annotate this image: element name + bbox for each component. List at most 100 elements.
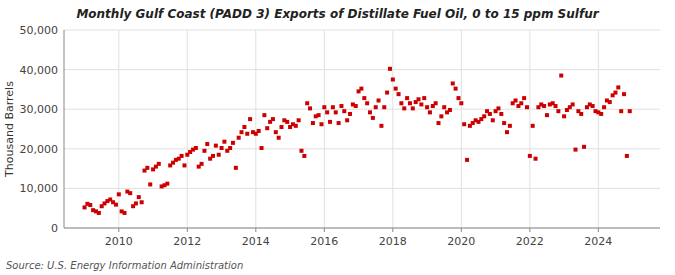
- scatter-point: [417, 97, 421, 101]
- y-tick-label: 30,000: [20, 103, 59, 116]
- scatter-point: [625, 154, 629, 158]
- scatter-point: [397, 92, 401, 96]
- scatter-point: [602, 105, 606, 109]
- scatter-point: [425, 105, 429, 109]
- scatter-point: [608, 100, 612, 104]
- y-tick-label: 10,000: [20, 182, 59, 195]
- grid: [64, 30, 660, 228]
- scatter-point: [337, 121, 341, 125]
- y-grid-line: [64, 148, 660, 149]
- scatter-point: [388, 67, 392, 71]
- chart-title: Monthly Gulf Coast (PADD 3) Exports of D…: [76, 7, 599, 21]
- scatter-point: [556, 109, 560, 113]
- background: [0, 0, 675, 275]
- scatter-point: [379, 124, 383, 128]
- scatter-point: [97, 211, 101, 215]
- scatter-point: [465, 158, 469, 162]
- scatter-point: [222, 140, 226, 144]
- scatter-point: [302, 154, 306, 158]
- scatter-point: [368, 110, 372, 114]
- scatter-point: [522, 96, 526, 100]
- scatter-point: [242, 125, 246, 129]
- scatter-point: [616, 85, 620, 89]
- scatter-point: [157, 162, 161, 166]
- scatter-point: [534, 157, 538, 161]
- scatter-point: [496, 106, 500, 110]
- x-tick: [255, 228, 256, 232]
- y-axis-label: Thousand Barrels: [3, 81, 16, 178]
- scatter-point: [419, 102, 423, 106]
- x-grid-line: [529, 30, 530, 228]
- scatter-point: [182, 163, 186, 167]
- scatter-point: [371, 116, 375, 120]
- chart-container: 010,00020,00030,00040,00050,000201020122…: [0, 0, 675, 275]
- x-tick: [529, 228, 530, 232]
- x-grid-line: [187, 30, 188, 228]
- scatter-point: [591, 104, 595, 108]
- scatter-point: [436, 121, 440, 125]
- scatter-point: [180, 154, 184, 158]
- scatter-point: [514, 98, 518, 102]
- scatter-point: [439, 114, 443, 118]
- scatter-point: [456, 96, 460, 100]
- data-points: [83, 67, 632, 215]
- x-grid-line: [324, 30, 325, 228]
- scatter-point: [505, 130, 509, 134]
- scatter-point: [231, 141, 235, 145]
- x-tick-label: 2014: [242, 235, 270, 248]
- scatter-point: [245, 132, 249, 136]
- scatter-point: [451, 81, 455, 85]
- scatter-point: [137, 195, 141, 199]
- x-grid-line: [461, 30, 462, 228]
- y-axis-line: [64, 30, 65, 228]
- scatter-point: [220, 146, 224, 150]
- scatter-point: [422, 96, 426, 100]
- scatter-point: [399, 101, 403, 105]
- scatter-point: [377, 98, 381, 102]
- scatter-point: [545, 113, 549, 117]
- scatter-point: [622, 92, 626, 96]
- scatter-point: [228, 146, 232, 150]
- scatter-point: [482, 114, 486, 118]
- scatter-point: [240, 130, 244, 134]
- scatter-point: [325, 110, 329, 114]
- scatter-point: [385, 91, 389, 95]
- scatter-point: [305, 101, 309, 105]
- scatter-point: [88, 203, 92, 207]
- x-tick: [187, 228, 188, 232]
- scatter-point: [148, 182, 152, 186]
- x-tick-label: 2016: [310, 235, 338, 248]
- scatter-point: [382, 105, 386, 109]
- x-tick-label: 2022: [516, 235, 544, 248]
- x-tick: [598, 228, 599, 232]
- scatter-point: [194, 146, 198, 150]
- y-grid-line: [64, 188, 660, 189]
- scatter-point: [285, 120, 289, 124]
- scatter-point: [613, 91, 617, 95]
- scatter-point: [277, 136, 281, 140]
- y-grid-line: [64, 69, 660, 70]
- scatter-point: [562, 114, 566, 118]
- scatter-point: [499, 112, 503, 116]
- x-tick-label: 2012: [173, 235, 201, 248]
- x-tick: [118, 228, 119, 232]
- scatter-point: [262, 113, 266, 117]
- x-tick-label: 2020: [447, 235, 475, 248]
- scatter-point: [345, 118, 349, 122]
- scatter-point: [488, 112, 492, 116]
- scatter-point: [405, 96, 409, 100]
- x-tick-label: 2010: [105, 235, 133, 248]
- scatter-point: [442, 105, 446, 109]
- scatter-point: [234, 166, 238, 170]
- scatter-point: [123, 211, 127, 215]
- x-tick: [324, 228, 325, 232]
- scatter-point: [237, 136, 241, 140]
- x-tick-label: 2024: [584, 235, 612, 248]
- x-tick: [461, 228, 462, 232]
- x-axis-line: [64, 228, 660, 229]
- scatter-point: [525, 105, 529, 109]
- scatter-point: [448, 108, 452, 112]
- scatter-point: [411, 106, 415, 110]
- scatter-point: [348, 112, 352, 116]
- scatter-point: [265, 126, 269, 130]
